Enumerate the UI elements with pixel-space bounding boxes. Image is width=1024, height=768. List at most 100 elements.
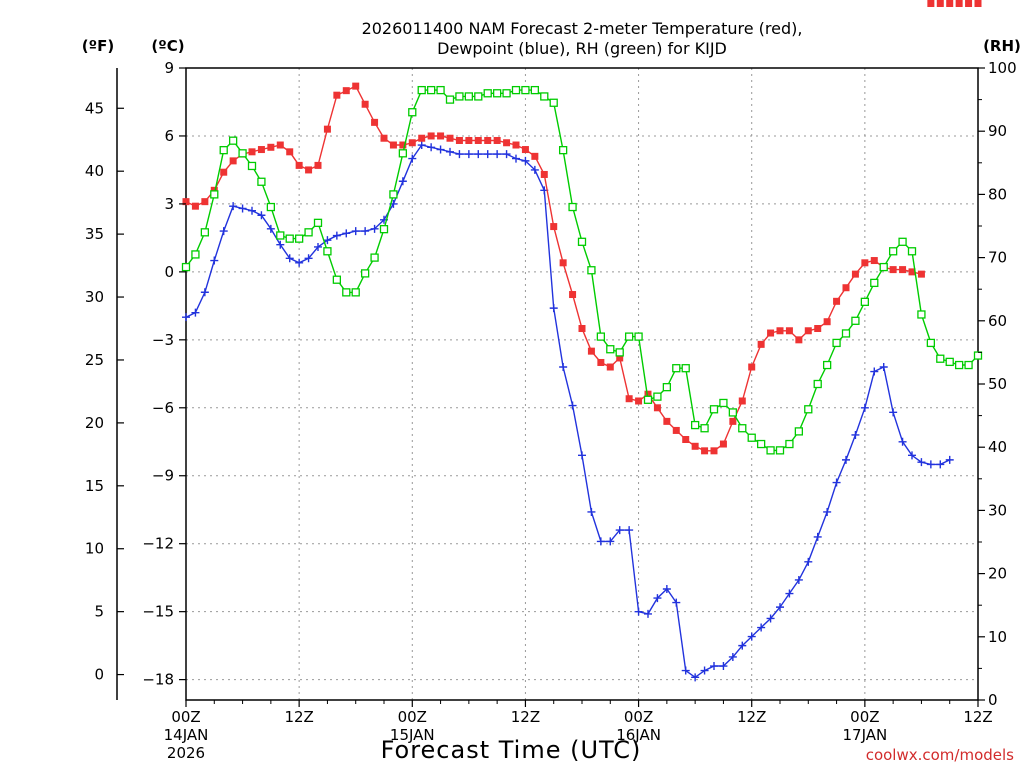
rh-point xyxy=(841,329,851,338)
temperature-point xyxy=(587,347,595,355)
rh-point xyxy=(822,360,832,370)
rh-point xyxy=(870,278,879,288)
time-date-label: 17JAN xyxy=(842,726,887,744)
temperature-point xyxy=(201,198,209,206)
celsius-unit-label: (ºC) xyxy=(151,37,184,55)
temperature-point xyxy=(399,141,407,149)
dewpoint-point xyxy=(823,507,832,516)
rh-point xyxy=(408,108,417,117)
dewpoint-point xyxy=(587,507,596,516)
temperature-point xyxy=(333,91,341,99)
dewpoint-point xyxy=(917,458,926,467)
dewpoint-point xyxy=(738,641,747,650)
fahrenheit-tick-label: 40 xyxy=(85,162,104,180)
dewpoint-point xyxy=(596,537,605,546)
celsius-tick-label: 3 xyxy=(164,195,174,213)
temperature-point xyxy=(455,136,463,144)
temperature-point xyxy=(267,143,275,151)
temperature-point xyxy=(229,157,237,165)
rh-point xyxy=(492,89,502,98)
rh-point xyxy=(247,161,257,171)
rh-point xyxy=(483,89,492,98)
dewpoint-point xyxy=(200,288,209,297)
rh-point xyxy=(851,316,860,325)
rh-point xyxy=(954,360,964,370)
dewpoint-point xyxy=(314,242,322,251)
rh-point xyxy=(398,149,408,158)
dewpoint-point xyxy=(559,363,568,372)
rh-point xyxy=(181,262,191,272)
temperature-point xyxy=(653,404,661,412)
rh-point xyxy=(643,395,653,404)
dewpoint-point xyxy=(295,258,304,267)
temperature-point xyxy=(701,447,709,455)
dewpoint-point xyxy=(191,308,200,317)
celsius-tick-label: 6 xyxy=(164,127,174,145)
dewpoint-point xyxy=(691,673,700,682)
rh-point xyxy=(511,85,521,95)
rh-point xyxy=(936,354,945,363)
dewpoint-point xyxy=(926,460,935,469)
rh-point xyxy=(502,89,511,98)
temperature-point xyxy=(729,417,737,425)
dewpoint-point xyxy=(879,363,888,372)
dewpoint-point xyxy=(408,154,417,163)
time-date-label: 15JAN xyxy=(390,726,435,744)
dewpoint-point xyxy=(398,177,407,186)
time-tick-label: 00Z xyxy=(850,708,879,726)
dewpoint-point xyxy=(332,231,341,240)
temperature-point xyxy=(663,417,671,425)
temperature-point xyxy=(616,354,624,362)
temperature-point xyxy=(503,139,511,147)
temperature-line xyxy=(185,85,922,452)
chart-title-line-1: 2026011400 NAM Forecast 2-meter Temperat… xyxy=(362,19,803,38)
temperature-point xyxy=(352,82,360,90)
dewpoint-point xyxy=(530,165,539,174)
rh-point xyxy=(521,85,530,95)
temperature-point xyxy=(606,363,614,371)
rh-point xyxy=(313,218,323,227)
rh-point xyxy=(926,338,936,348)
rh-point xyxy=(728,408,738,417)
fahrenheit-tick-label: 10 xyxy=(85,540,104,558)
rh-point xyxy=(860,297,870,306)
rh-point xyxy=(200,228,210,237)
temperature-point xyxy=(512,141,520,149)
temperature-point xyxy=(917,270,925,278)
temperature-point xyxy=(814,325,822,333)
rh-point xyxy=(540,92,549,101)
rh-point xyxy=(276,231,285,240)
rh-point xyxy=(549,98,558,107)
celsius-tick-label: 9 xyxy=(164,59,174,77)
rh-tick-label: 10 xyxy=(988,628,1007,646)
rh-point xyxy=(238,149,247,158)
temperature-point xyxy=(531,152,539,160)
rh-point xyxy=(426,85,436,95)
temperature-point xyxy=(889,266,897,274)
dewpoint-point xyxy=(615,526,624,535)
rh-point xyxy=(756,439,766,449)
dewpoint-point xyxy=(351,227,360,236)
dewpoint-point xyxy=(578,451,586,460)
dewpoint-point xyxy=(936,460,945,469)
fahrenheit-tick-label: 5 xyxy=(94,603,104,621)
temperature-point xyxy=(314,161,322,169)
rh-point xyxy=(210,190,219,199)
time-tick-label: 12Z xyxy=(737,708,766,726)
dewpoint-point xyxy=(342,229,351,238)
rh-point xyxy=(379,225,389,234)
time-tick-label: 00Z xyxy=(624,708,653,726)
temperature-point xyxy=(691,442,699,450)
rh-point xyxy=(587,266,596,275)
rh-point xyxy=(360,269,370,278)
dewpoint-point xyxy=(908,451,916,460)
dewpoint-point xyxy=(747,632,756,641)
temperature-point xyxy=(804,327,812,335)
rh-point xyxy=(615,348,624,357)
temperature-point xyxy=(842,284,850,292)
plot-frame xyxy=(185,67,979,701)
dewpoint-point xyxy=(521,156,530,165)
dewpoint-point xyxy=(945,455,954,464)
rh-point xyxy=(351,288,360,297)
